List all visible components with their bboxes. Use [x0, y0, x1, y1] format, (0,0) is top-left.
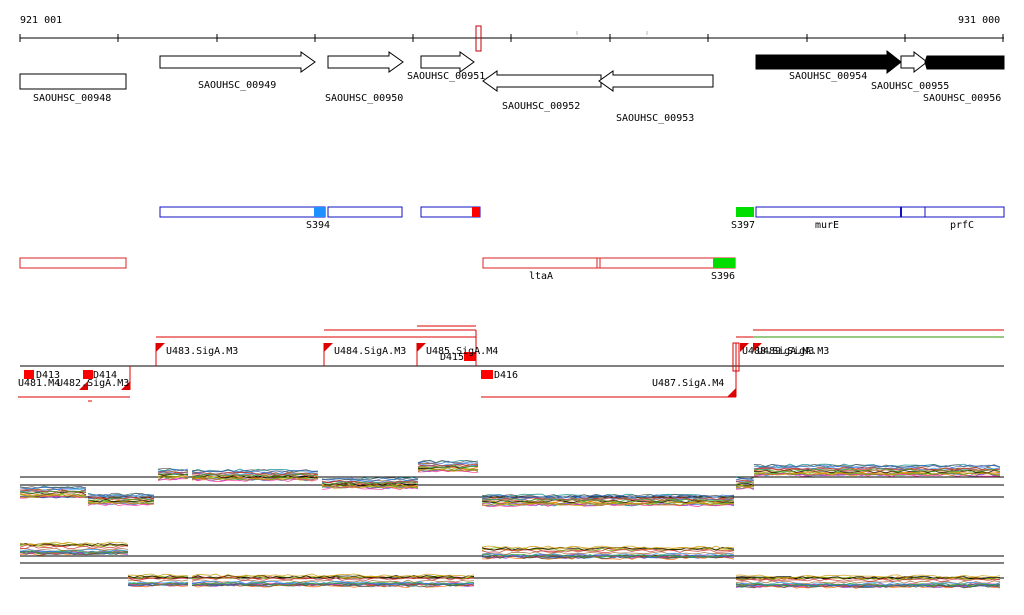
current-position-marker[interactable]	[475, 25, 482, 52]
sense-feature-box-2[interactable]	[327, 206, 403, 218]
segment-u488-label: U488.SigA.M3	[742, 346, 814, 357]
promoter-flag-u488[interactable]	[740, 343, 749, 352]
promoter-flag-u484[interactable]	[324, 343, 333, 352]
promoter-flag-u485[interactable]	[417, 343, 426, 352]
gene-sa00953[interactable]	[598, 70, 714, 92]
expression-panel-top	[19, 459, 1004, 508]
sense-feature-s394-label: S394	[306, 220, 330, 231]
sense-feature-track: S394 S397 murE prfC	[159, 206, 1005, 231]
gene-label-sa00954: SAOUHSC_00954	[789, 71, 867, 82]
antisense-feature-s396-label: S396	[711, 271, 735, 282]
gene-sa00951[interactable]	[420, 51, 475, 73]
gene-label-sa00953: SAOUHSC_00953	[616, 113, 694, 124]
segment-d414-label: D414	[93, 370, 117, 381]
segment-u485-label: U485.SigA.M4	[426, 346, 498, 357]
sense-feature-s397-label: S397	[731, 220, 755, 231]
segment-u489-label: U489.SigA.M3	[757, 346, 829, 357]
sense-feature-box-3[interactable]	[420, 206, 481, 218]
segment-d415-label: D415	[440, 352, 464, 363]
segment-u484-label: U484.SigA.M3	[334, 346, 406, 357]
segment-d416-label: D416	[494, 370, 518, 381]
gene-sa00950[interactable]	[327, 51, 404, 73]
segmentation-track: U483.SigA.M3 U484.SigA.M3 U485.SigA.M4 D…	[18, 325, 1004, 402]
gene-label-sa00948: SAOUHSC_00948	[33, 93, 111, 104]
sense-feature-mure-label: murE	[815, 220, 839, 231]
sense-feature-red-mark[interactable]	[472, 207, 480, 217]
antisense-feature-ltaa-label: ltaA	[529, 271, 553, 282]
gene-label-sa00949: SAOUHSC_00949	[198, 80, 276, 91]
expression-panel-bottom	[19, 541, 1004, 589]
gene-track: SAOUHSC_00948 SAOUHSC_00949 SAOUHSC_0095…	[19, 49, 1005, 124]
promoter-flag-u481[interactable]	[79, 381, 88, 390]
antisense-feature-s396-mark[interactable]	[713, 258, 735, 268]
segment-u487-label: U487.SigA.M4	[652, 378, 724, 389]
sense-feature-mure-prfc[interactable]	[755, 206, 1005, 218]
segment-d414-mark[interactable]	[83, 370, 93, 379]
sense-feature-prfc-label: prfC	[950, 220, 974, 231]
promoter-flag-u487[interactable]	[727, 388, 736, 397]
antisense-feature-box-1[interactable]	[19, 257, 127, 269]
gene-label-sa00951: SAOUHSC_00951	[407, 71, 485, 82]
segment-u482-label: U482.SigA.M3	[57, 378, 129, 389]
sense-feature-s397-mark[interactable]	[736, 207, 754, 217]
antisense-feature-ltaa[interactable]	[482, 257, 736, 269]
gene-sa00954[interactable]	[755, 49, 902, 75]
ruler-start-label: 921 001	[20, 15, 62, 26]
promoter-flag-u483[interactable]	[156, 343, 165, 352]
gene-label-sa00955: SAOUHSC_00955	[871, 81, 949, 92]
gene-sa00955[interactable]	[900, 50, 928, 74]
gene-label-sa00952: SAOUHSC_00952	[502, 101, 580, 112]
gene-sa00956[interactable]	[924, 55, 1005, 70]
segment-d415-mark[interactable]	[464, 352, 476, 361]
promoter-flag-u482[interactable]	[121, 381, 130, 390]
gene-sa00952[interactable]	[482, 70, 602, 92]
gene-sa00948[interactable]	[19, 73, 127, 90]
segment-d416-mark[interactable]	[481, 370, 493, 379]
promoter-flag-u489[interactable]	[753, 343, 762, 352]
gene-label-sa00950: SAOUHSC_00950	[325, 93, 403, 104]
sense-feature-s394-mark[interactable]	[314, 207, 325, 217]
segment-u481-label: U481.M4	[18, 378, 60, 389]
segment-d413-label: D413	[36, 370, 60, 381]
antisense-feature-track: ltaA S396	[19, 257, 736, 282]
ruler-end-label: 931 000	[958, 15, 1000, 26]
gene-sa00949[interactable]	[159, 51, 316, 73]
segment-d413-mark[interactable]	[24, 370, 34, 379]
coordinate-ruler: 921 001 931 000	[19, 15, 1004, 52]
sense-feature-box-1[interactable]	[159, 206, 326, 218]
gene-label-sa00956: SAOUHSC_00956	[923, 93, 1001, 104]
segment-u483-label: U483.SigA.M3	[166, 346, 238, 357]
